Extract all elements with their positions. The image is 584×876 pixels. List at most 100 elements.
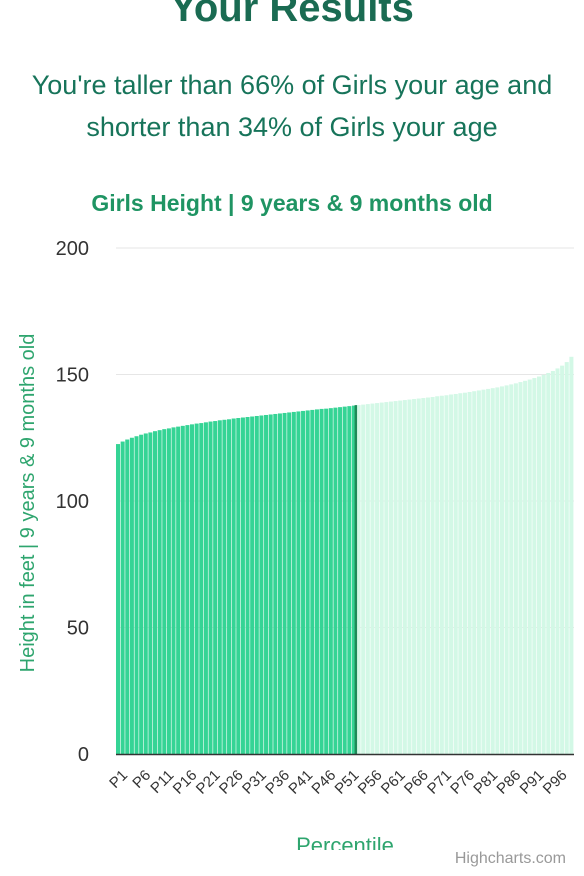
bar-p34[interactable] bbox=[268, 414, 273, 754]
bar-p87[interactable] bbox=[513, 383, 518, 754]
bar-p81[interactable] bbox=[486, 388, 491, 754]
bar-p16[interactable] bbox=[185, 425, 190, 754]
bar-p66[interactable] bbox=[416, 398, 421, 754]
bar-p37[interactable] bbox=[282, 412, 287, 754]
bar-p14[interactable] bbox=[176, 426, 181, 754]
bar-p21[interactable] bbox=[208, 421, 213, 754]
bar-p44[interactable] bbox=[314, 409, 319, 754]
bar-p53[interactable] bbox=[356, 405, 361, 754]
bar-p32[interactable] bbox=[259, 415, 264, 754]
bar-p49[interactable] bbox=[338, 407, 343, 754]
bar-p30[interactable] bbox=[250, 416, 255, 755]
bar-p22[interactable] bbox=[213, 421, 218, 754]
bar-p6[interactable] bbox=[139, 434, 144, 754]
bar-p57[interactable] bbox=[375, 403, 380, 754]
bar-p31[interactable] bbox=[254, 415, 259, 754]
bar-p36[interactable] bbox=[277, 413, 282, 754]
bar-p71[interactable] bbox=[439, 395, 444, 754]
bar-p90[interactable] bbox=[527, 379, 532, 754]
bar-p84[interactable] bbox=[499, 386, 505, 754]
bar-p59[interactable] bbox=[384, 402, 389, 754]
bar-p96[interactable] bbox=[555, 368, 560, 754]
bar-p83[interactable] bbox=[495, 387, 500, 754]
bar-p74[interactable] bbox=[453, 393, 458, 754]
bar-p85[interactable] bbox=[504, 385, 509, 754]
bar-p9[interactable] bbox=[153, 431, 158, 754]
bar-p4[interactable] bbox=[129, 437, 134, 754]
bar-p18[interactable] bbox=[194, 423, 199, 754]
highcharts-credits[interactable]: Highcharts.com bbox=[454, 850, 566, 867]
bar-p62[interactable] bbox=[398, 400, 403, 754]
bar-p54[interactable] bbox=[361, 404, 366, 754]
bar-p68[interactable] bbox=[425, 397, 430, 754]
bar-p11[interactable] bbox=[162, 429, 167, 754]
bar-p28[interactable] bbox=[240, 417, 245, 754]
bar-p43[interactable] bbox=[310, 409, 315, 754]
bar-p15[interactable] bbox=[180, 425, 185, 754]
bar-p86[interactable] bbox=[509, 384, 514, 754]
bar-p39[interactable] bbox=[291, 411, 296, 754]
bar-p42[interactable] bbox=[305, 410, 310, 754]
bar-p8[interactable] bbox=[148, 432, 153, 754]
bar-p88[interactable] bbox=[518, 382, 523, 754]
bar-p10[interactable] bbox=[157, 430, 162, 754]
bar-p60[interactable] bbox=[388, 401, 393, 754]
bar-p64[interactable] bbox=[407, 399, 412, 754]
bar-p94[interactable] bbox=[546, 372, 551, 754]
bar-p48[interactable] bbox=[333, 407, 338, 754]
bar-p25[interactable] bbox=[227, 419, 232, 754]
bar-p92[interactable] bbox=[536, 376, 542, 754]
bar-p69[interactable] bbox=[430, 397, 435, 754]
bar-p45[interactable] bbox=[319, 408, 324, 754]
bar-p97[interactable] bbox=[560, 365, 565, 754]
bar-p41[interactable] bbox=[301, 410, 306, 754]
bar-p1[interactable] bbox=[116, 444, 121, 754]
bar-p50[interactable] bbox=[342, 406, 347, 754]
bar-p26[interactable] bbox=[231, 418, 236, 754]
bar-p98[interactable] bbox=[564, 362, 569, 754]
bar-p80[interactable] bbox=[481, 389, 486, 754]
bar-p13[interactable] bbox=[171, 427, 176, 754]
bar-p47[interactable] bbox=[328, 408, 333, 754]
bar-p70[interactable] bbox=[435, 396, 440, 754]
bar-p82[interactable] bbox=[490, 388, 495, 754]
bar-p38[interactable] bbox=[287, 412, 292, 754]
bar-p61[interactable] bbox=[393, 401, 398, 754]
bar-p55[interactable] bbox=[365, 404, 370, 754]
bar-p27[interactable] bbox=[236, 418, 241, 754]
bar-p79[interactable] bbox=[476, 390, 481, 754]
bar-p33[interactable] bbox=[264, 414, 269, 754]
bar-p7[interactable] bbox=[143, 433, 148, 754]
bar-p73[interactable] bbox=[449, 394, 454, 754]
bar-p67[interactable] bbox=[421, 398, 426, 754]
bar-p89[interactable] bbox=[523, 380, 528, 754]
bar-p99[interactable] bbox=[569, 356, 574, 754]
bar-p24[interactable] bbox=[222, 419, 227, 754]
bar-p72[interactable] bbox=[444, 395, 449, 754]
bar-p52[interactable] bbox=[351, 405, 356, 754]
bar-p20[interactable] bbox=[203, 422, 208, 754]
bar-p40[interactable] bbox=[296, 411, 301, 754]
bar-p91[interactable] bbox=[532, 378, 537, 754]
bar-p56[interactable] bbox=[370, 403, 375, 754]
bar-p23[interactable] bbox=[217, 420, 222, 754]
bar-p65[interactable] bbox=[412, 399, 417, 754]
bar-p3[interactable] bbox=[125, 439, 130, 754]
bar-p29[interactable] bbox=[245, 417, 250, 754]
bar-p2[interactable] bbox=[120, 441, 125, 754]
bar-p46[interactable] bbox=[324, 408, 329, 754]
bar-p75[interactable] bbox=[458, 393, 463, 754]
bar-p12[interactable] bbox=[166, 428, 171, 754]
bar-p17[interactable] bbox=[190, 424, 195, 754]
bar-p19[interactable] bbox=[199, 423, 204, 754]
bar-p78[interactable] bbox=[472, 391, 477, 754]
bar-p63[interactable] bbox=[402, 400, 407, 754]
bar-p35[interactable] bbox=[273, 413, 278, 754]
bar-p5[interactable] bbox=[134, 436, 139, 754]
bar-p58[interactable] bbox=[379, 402, 384, 754]
bar-p76[interactable] bbox=[462, 392, 467, 754]
bar-p93[interactable] bbox=[541, 374, 546, 754]
bar-p51[interactable] bbox=[347, 406, 352, 755]
bar-p95[interactable] bbox=[550, 370, 555, 754]
bar-p77[interactable] bbox=[467, 391, 472, 754]
